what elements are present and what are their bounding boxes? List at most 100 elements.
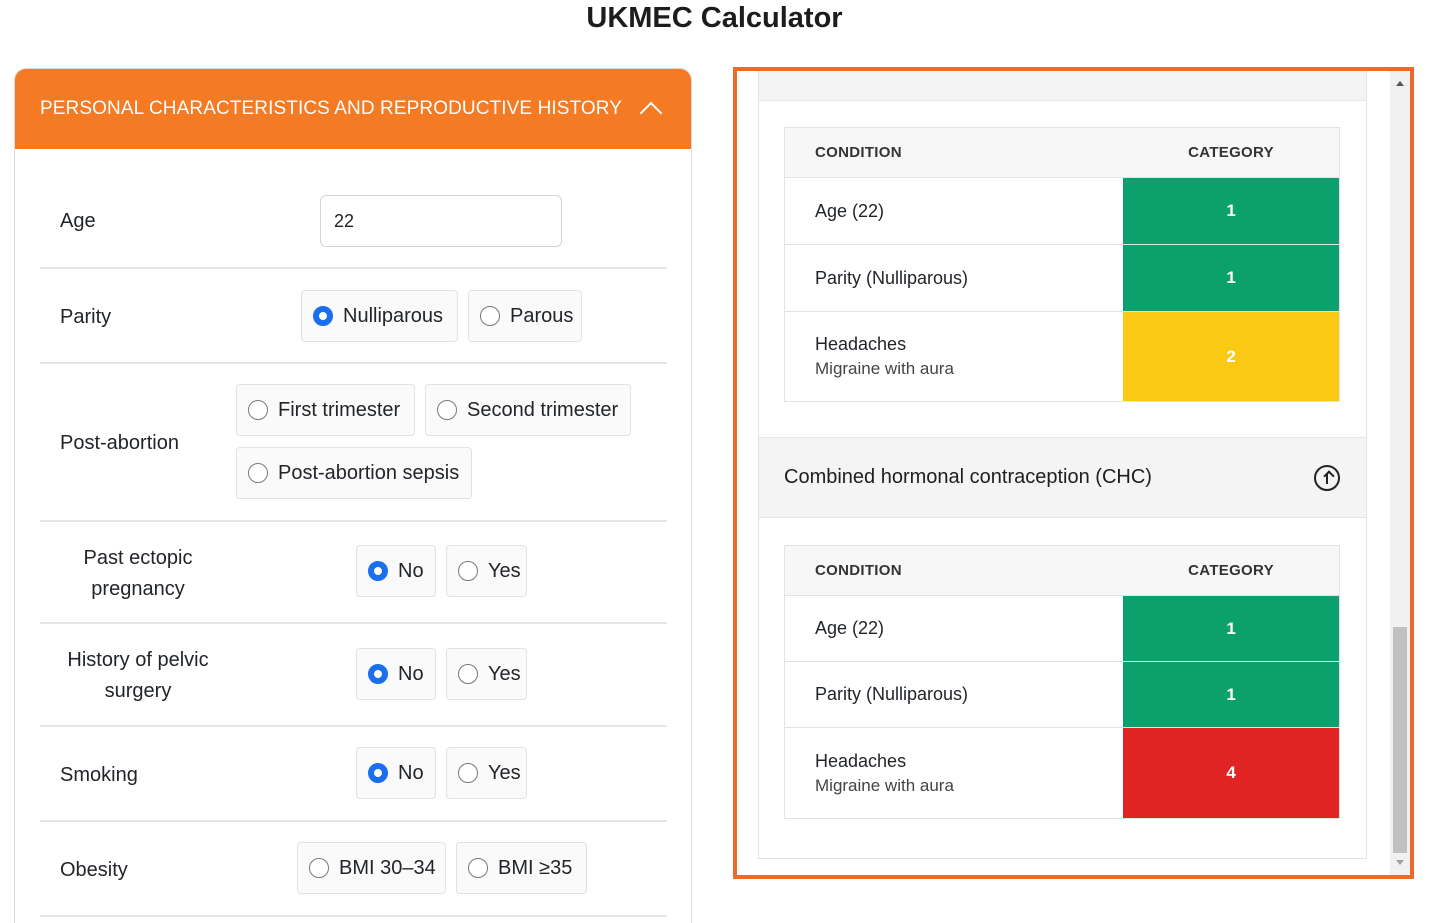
category-badge: 1 — [1123, 595, 1340, 662]
ectopic-yes-radio[interactable]: Yes — [446, 545, 527, 597]
second-trimester-radio[interactable]: Second trimester — [425, 384, 631, 436]
condition-cell: Parity (Nulliparous) — [784, 661, 1124, 728]
parity-parous-radio[interactable]: Parous — [468, 290, 582, 342]
radio-label: No — [398, 662, 424, 685]
table-header-row: CONDITION CATEGORY — [784, 127, 1340, 178]
radio-unchecked-icon — [248, 463, 268, 483]
radio-label: No — [398, 559, 424, 582]
label-line: pregnancy — [91, 578, 185, 600]
bmi-35-radio[interactable]: BMI ≥35 — [456, 842, 587, 894]
pelvic-surgery-label: History of pelvic surgery — [56, 645, 220, 707]
panel-header[interactable]: PERSONAL CHARACTERISTICS AND REPRODUCTIV… — [15, 69, 691, 149]
smoking-label: Smoking — [60, 764, 138, 786]
pelvic-no-radio[interactable]: No — [356, 648, 436, 700]
age-row: Age — [40, 149, 667, 269]
radio-label: Second trimester — [467, 398, 619, 421]
condition-header: CONDITION — [784, 127, 1124, 178]
radio-label: Yes — [488, 662, 521, 685]
table-header-row: CONDITION CATEGORY — [784, 545, 1340, 596]
vertical-scrollbar[interactable] — [1390, 71, 1410, 875]
radio-label: Nulliparous — [343, 304, 444, 327]
label-line: History of pelvic — [67, 649, 209, 671]
radio-unchecked-icon — [248, 400, 268, 420]
pelvic-surgery-row: History of pelvic surgery No Yes — [40, 624, 667, 727]
radio-unchecked-icon — [458, 763, 478, 783]
table-row: Headaches Migraine with aura 2 — [784, 311, 1340, 402]
scrollbar-thumb[interactable] — [1393, 627, 1407, 853]
results-card: CONDITION CATEGORY Age (22) 1 Parity (Nu… — [758, 71, 1367, 859]
radio-checked-icon — [368, 561, 388, 581]
chevron-up-icon[interactable] — [639, 101, 663, 125]
radio-label: Yes — [488, 559, 521, 582]
ectopic-no-radio[interactable]: No — [356, 545, 436, 597]
condition-header: CONDITION — [784, 545, 1124, 596]
condition-cell: Parity (Nulliparous) — [784, 244, 1124, 312]
personal-characteristics-panel: PERSONAL CHARACTERISTICS AND REPRODUCTIV… — [14, 68, 692, 923]
obesity-label: Obesity — [60, 859, 128, 881]
category-badge: 1 — [1123, 244, 1340, 312]
radio-label: No — [398, 761, 424, 784]
category-badge: 4 — [1123, 727, 1340, 819]
radio-unchecked-icon — [480, 306, 500, 326]
table-row: Parity (Nulliparous) 1 — [784, 661, 1340, 728]
table-row: Age (22) 1 — [784, 595, 1340, 662]
radio-unchecked-icon — [468, 858, 488, 878]
radio-label: Yes — [488, 761, 521, 784]
chc-section-title: Combined hormonal contraception (CHC) — [784, 466, 1152, 488]
smoking-no-radio[interactable]: No — [356, 747, 436, 799]
past-ectopic-row: Past ectopic pregnancy No Yes — [40, 522, 667, 624]
age-input[interactable] — [320, 195, 562, 247]
condition-cell: Headaches Migraine with aura — [784, 727, 1124, 819]
condition-detail: Migraine with aura — [815, 359, 954, 378]
radio-unchecked-icon — [437, 400, 457, 420]
post-abortion-row: Post-abortion First trimester Second tri… — [40, 364, 667, 522]
radio-unchecked-icon — [458, 664, 478, 684]
smoking-row: Smoking No Yes — [40, 727, 667, 822]
radio-label: First trimester — [278, 398, 401, 421]
category-header: CATEGORY — [1123, 127, 1340, 178]
results-table-chc: CONDITION CATEGORY Age (22) 1 Parity (Nu… — [784, 545, 1340, 819]
radio-label: BMI ≥35 — [498, 856, 573, 879]
radio-unchecked-icon — [458, 561, 478, 581]
category-header: CATEGORY — [1123, 545, 1340, 596]
smoking-yes-radio[interactable]: Yes — [446, 747, 527, 799]
results-frame[interactable]: CONDITION CATEGORY Age (22) 1 Parity (Nu… — [733, 67, 1414, 879]
scroll-up-arrow-icon[interactable] — [1396, 81, 1404, 86]
obesity-row: Obesity BMI 30–34 BMI ≥35 — [40, 822, 667, 917]
condition-cell: Headaches Migraine with aura — [784, 311, 1124, 402]
table-row: Headaches Migraine with aura 4 — [784, 727, 1340, 819]
scroll-down-arrow-icon[interactable] — [1396, 860, 1404, 865]
condition-cell: Age (22) — [784, 177, 1124, 245]
bmi-30-34-radio[interactable]: BMI 30–34 — [297, 842, 446, 894]
radio-label: Post-abortion sepsis — [278, 461, 460, 484]
results-table-previous: CONDITION CATEGORY Age (22) 1 Parity (Nu… — [784, 127, 1340, 402]
arrow-up-circle-icon[interactable] — [1314, 464, 1340, 491]
category-badge: 1 — [1123, 177, 1340, 245]
panel-header-title: PERSONAL CHARACTERISTICS AND REPRODUCTIV… — [40, 98, 623, 119]
chc-section-header[interactable]: Combined hormonal contraception (CHC) — [759, 437, 1366, 518]
table-row: Age (22) 1 — [784, 177, 1340, 245]
label-line: surgery — [104, 680, 172, 702]
label-line: Past ectopic — [83, 547, 193, 569]
radio-checked-icon — [368, 664, 388, 684]
category-badge: 1 — [1123, 661, 1340, 728]
radio-label: BMI 30–34 — [339, 856, 436, 879]
radio-checked-icon — [313, 306, 333, 326]
first-trimester-radio[interactable]: First trimester — [236, 384, 415, 436]
post-abortion-sepsis-radio[interactable]: Post-abortion sepsis — [236, 447, 472, 499]
radio-checked-icon — [368, 763, 388, 783]
radio-label: Parous — [510, 304, 574, 327]
past-ectopic-label: Past ectopic pregnancy — [56, 543, 220, 605]
previous-section-header[interactable] — [759, 71, 1366, 101]
post-abortion-label: Post-abortion — [60, 432, 179, 454]
category-badge: 2 — [1123, 311, 1340, 402]
condition-name: Headaches — [815, 334, 907, 354]
condition-detail: Migraine with aura — [815, 775, 954, 795]
page-title: UKMEC Calculator — [586, 2, 843, 34]
parity-row: Parity Nulliparous Parous — [40, 269, 667, 364]
parity-nulliparous-radio[interactable]: Nulliparous — [301, 290, 458, 342]
condition-cell: Age (22) — [784, 595, 1124, 662]
pelvic-yes-radio[interactable]: Yes — [446, 648, 527, 700]
table-row: Parity (Nulliparous) 1 — [784, 244, 1340, 312]
parity-label: Parity — [60, 306, 112, 328]
